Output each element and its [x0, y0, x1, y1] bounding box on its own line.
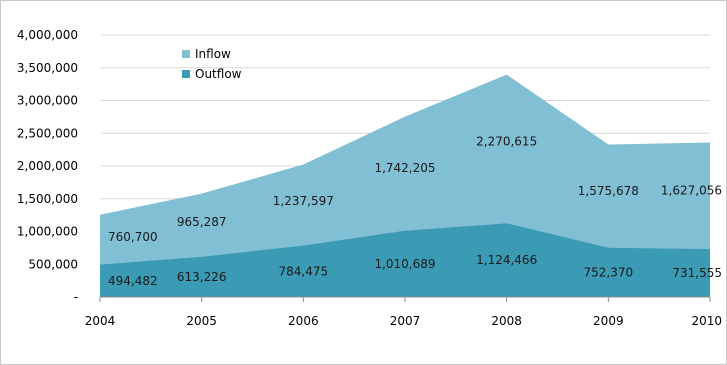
y-tick-label: 1,500,000 — [17, 192, 78, 206]
x-tick-label: 2004 — [85, 314, 116, 328]
outflow-data-label: 752,370 — [584, 265, 634, 279]
outflow-data-label: 1,010,689 — [374, 257, 435, 271]
outflow-area — [100, 223, 710, 297]
outflow-data-label: 731,555 — [672, 266, 722, 280]
data-labels: 494,482 760,700 613,226 965,287 784,475 1,237… — [108, 135, 722, 288]
inflow-data-label: 965,287 — [177, 215, 227, 229]
outflow-data-label: 613,226 — [177, 270, 227, 284]
y-tick-label: 2,500,000 — [17, 126, 78, 140]
y-tick-label: 2,000,000 — [17, 159, 78, 173]
x-tick-label: 2007 — [390, 314, 421, 328]
y-tick-label: - — [74, 290, 78, 304]
y-tick-label: 500,000 — [28, 257, 78, 271]
x-tick-label: 2009 — [593, 314, 624, 328]
legend-label: Inflow — [195, 47, 231, 61]
y-tick-label: 3,500,000 — [17, 61, 78, 75]
inflow-data-label: 1,575,678 — [578, 184, 639, 198]
outflow-data-label: 784,475 — [279, 264, 329, 278]
y-tick-label: 3,000,000 — [17, 94, 78, 108]
inflow-data-label: 2,270,615 — [476, 135, 537, 149]
legend-swatch — [182, 70, 190, 78]
x-tick-label: 2006 — [288, 314, 319, 328]
inflow-data-label: 1,627,056 — [661, 183, 722, 197]
outflow-data-label: 1,124,466 — [476, 253, 537, 267]
legend-label: Outflow — [195, 67, 242, 81]
plot-areas — [100, 74, 710, 297]
y-tick-label: 1,000,000 — [17, 225, 78, 239]
inflow-data-label: 1,237,597 — [273, 194, 334, 208]
x-tick-label: 2005 — [186, 314, 217, 328]
outflow-data-label: 494,482 — [108, 274, 158, 288]
legend: Inflow Outflow — [182, 47, 242, 81]
x-tick-label: 2010 — [691, 314, 722, 328]
x-axis: 2004 2005 2006 2007 2008 2009 2010 — [85, 296, 722, 328]
y-tick-label: 4,000,000 — [17, 28, 78, 42]
inflow-data-label: 1,742,205 — [374, 161, 435, 175]
legend-swatch — [182, 50, 190, 58]
x-tick-label: 2008 — [491, 314, 522, 328]
y-axis: - 500,000 1,000,000 1,500,000 2,000,000 2,500… — [17, 28, 78, 304]
inflow-data-label: 760,700 — [108, 230, 158, 244]
